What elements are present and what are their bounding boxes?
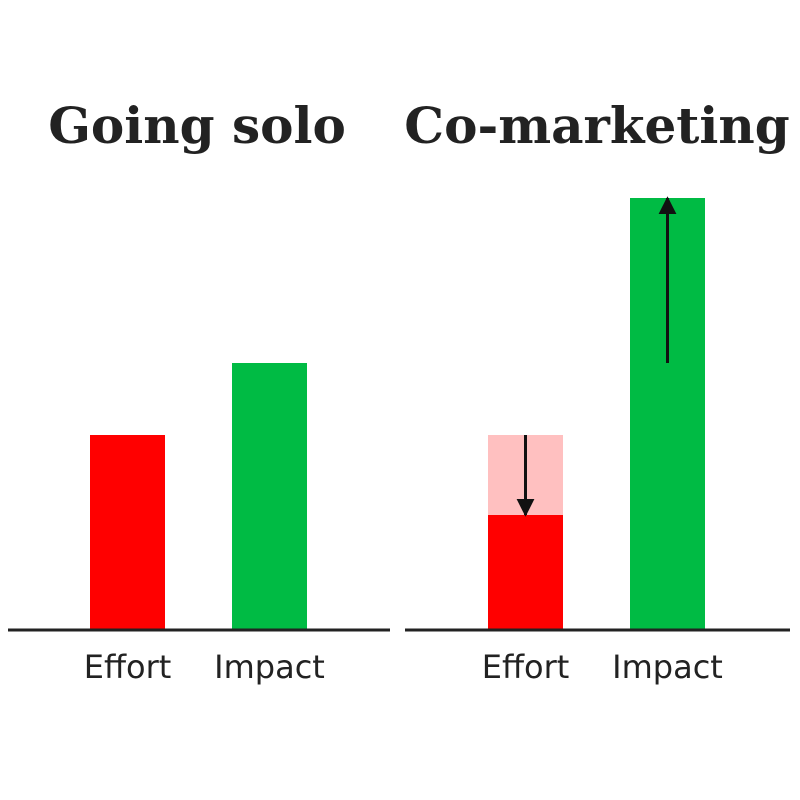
x-tick-label: Impact [612,648,723,686]
chart-title: Co-marketing [404,96,789,155]
chart-title: Going solo [48,96,346,155]
x-tick-label: Impact [214,648,325,686]
x-tick-label: Effort [482,648,570,686]
bar [232,363,307,630]
bar [488,515,563,630]
x-tick-label: Effort [84,648,172,686]
bar [90,435,165,630]
